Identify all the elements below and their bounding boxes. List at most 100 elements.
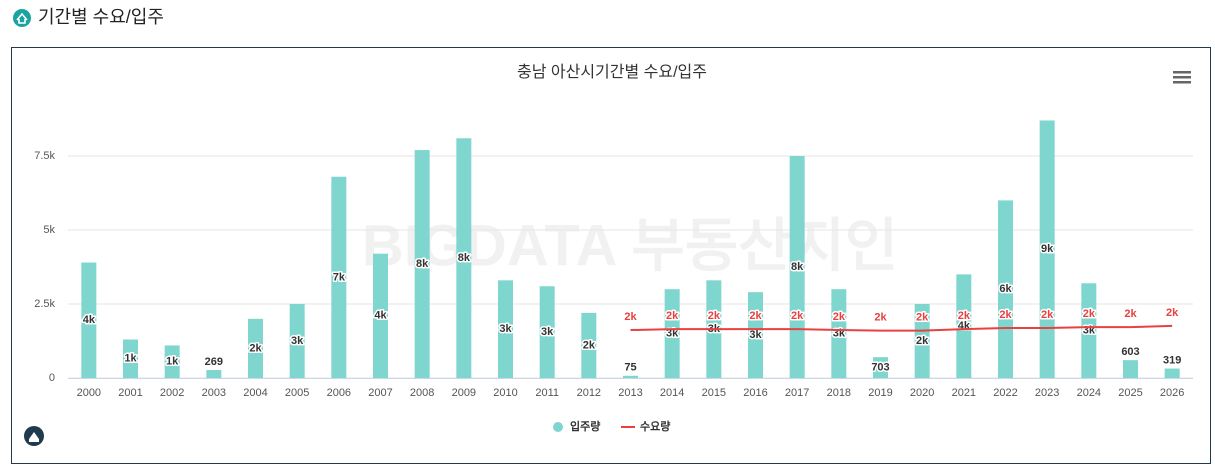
bar-value-label: 1k: [166, 356, 179, 368]
bar-value-label: 3k: [291, 335, 304, 347]
bar-value-label: 319: [1163, 354, 1181, 366]
bar-value-label: 75: [624, 362, 636, 374]
x-tick-label: 2006: [327, 387, 351, 399]
bar-value-label: 9k: [1041, 243, 1054, 255]
bar-value-label: 2k: [916, 335, 929, 347]
bar-value-label: 3k: [541, 326, 554, 338]
y-tick-label: 0: [49, 372, 55, 384]
line-value-label: 2k: [916, 312, 929, 324]
x-tick-label: 2014: [660, 387, 684, 399]
x-tick-label: 2004: [243, 387, 267, 399]
x-tick-label: 2015: [702, 387, 726, 399]
menu-button[interactable]: [1173, 71, 1191, 84]
x-tick-label: 2002: [160, 387, 184, 399]
y-tick-label: 2.5k: [34, 298, 55, 310]
x-tick-label: 2019: [868, 387, 892, 399]
line-value-label: 2k: [624, 311, 637, 323]
bar: [164, 345, 180, 378]
bar: [206, 370, 222, 378]
x-tick-label: 2000: [77, 387, 101, 399]
x-tick-label: 2022: [993, 387, 1017, 399]
line-value-label: 2k: [791, 310, 804, 322]
x-tick-label: 2007: [368, 387, 392, 399]
bar-value-label: 703: [871, 362, 889, 374]
bar-value-label: 6k: [999, 283, 1012, 295]
bar: [581, 312, 597, 378]
bar: [998, 200, 1013, 378]
bar: [456, 138, 472, 378]
x-tick-label: 2017: [785, 387, 809, 399]
bar-value-label: 4k: [83, 314, 96, 326]
x-tick-label: 2013: [618, 387, 642, 399]
line-value-label: 2k: [1083, 308, 1096, 320]
y-tick-label: 7.5k: [34, 150, 55, 162]
line-value-label: 2k: [708, 310, 721, 322]
line-value-label: 2k: [1041, 309, 1054, 321]
watermark: BIGDATA 부동산지인: [362, 213, 898, 278]
header-icon-house: [16, 12, 28, 24]
bar: [748, 292, 763, 378]
bar: [498, 280, 513, 378]
bar-value-label: 7k: [333, 271, 346, 283]
bar-value-label: 8k: [416, 258, 429, 270]
bar: [289, 304, 305, 378]
line-value-label: 2k: [958, 310, 971, 322]
bar: [414, 150, 430, 378]
legend-marker: [553, 422, 563, 432]
x-tick-label: 2024: [1077, 387, 1101, 399]
bar: [831, 289, 847, 378]
bar: [123, 339, 138, 378]
bar-value-label: 2k: [249, 342, 262, 354]
bar-value-label: 2k: [583, 339, 596, 351]
bar: [331, 176, 347, 378]
bar: [956, 274, 972, 378]
x-tick-label: 2023: [1035, 387, 1059, 399]
bar: [1164, 368, 1180, 378]
x-tick-label: 2026: [1160, 387, 1184, 399]
x-tick-label: 2003: [202, 387, 226, 399]
bar: [914, 304, 930, 378]
x-tick-label: 2021: [952, 387, 976, 399]
x-tick-label: 2008: [410, 387, 434, 399]
bar-value-label: 8k: [458, 252, 471, 264]
bar-value-label: 3k: [749, 329, 762, 341]
bar: [1081, 283, 1097, 378]
header-icon: [13, 9, 31, 27]
bar: [789, 156, 805, 378]
x-tick-label: 2001: [118, 387, 142, 399]
bar-value-label: 603: [1121, 346, 1139, 358]
bar-value-label: 3k: [499, 323, 512, 335]
line-value-label: 2k: [1166, 307, 1179, 319]
x-tick-label: 2010: [493, 387, 517, 399]
bar-value-label: 8k: [791, 261, 804, 273]
line-value-label: 2k: [666, 310, 679, 322]
line-value-label: 2k: [999, 309, 1012, 321]
bar: [81, 262, 97, 378]
legend-label: 입주량: [570, 420, 600, 433]
bar: [539, 286, 555, 378]
line-value-label: 2k: [1124, 308, 1137, 320]
x-tick-label: 2025: [1118, 387, 1142, 399]
header-title: 기간별 수요/입주: [38, 7, 164, 27]
x-tick-label: 2005: [285, 387, 309, 399]
bar-value-label: 4k: [374, 310, 387, 322]
x-tick-label: 2011: [535, 387, 559, 399]
bar-value-label: 1k: [124, 353, 137, 365]
bar: [373, 253, 388, 378]
x-tick-label: 2012: [577, 387, 601, 399]
bar: [873, 357, 888, 378]
x-tick-label: 2016: [743, 387, 767, 399]
x-tick-label: 2018: [827, 387, 851, 399]
y-tick-label: 5k: [43, 224, 55, 236]
line-value-label: 2k: [833, 311, 846, 323]
bar: [664, 289, 680, 378]
bar: [248, 318, 263, 378]
line: [630, 324, 1173, 332]
bar: [623, 375, 638, 378]
bar: [1123, 360, 1138, 378]
x-tick-label: 2009: [452, 387, 476, 399]
line-value-label: 2k: [874, 312, 887, 324]
bar: [1039, 120, 1055, 378]
